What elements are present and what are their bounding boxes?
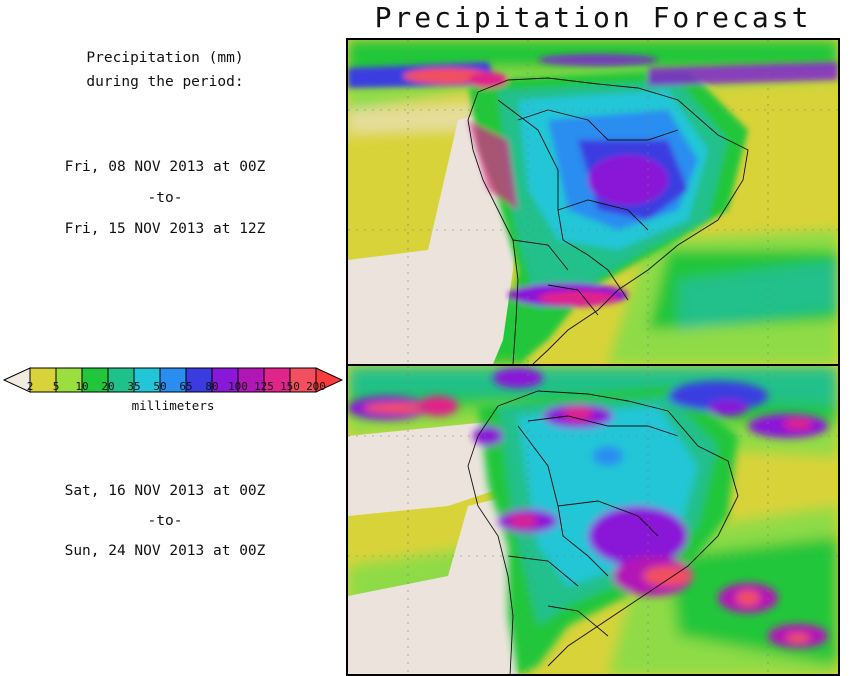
colorbar-tick-label: 20 <box>101 380 115 393</box>
colorbar-tick-label: 100 <box>228 380 248 393</box>
precipitation-colorbar <box>2 367 344 393</box>
colorbar-cell <box>185 367 213 393</box>
colorbar-tick-label: 50 <box>153 380 167 393</box>
precip-map-week1 <box>348 40 838 364</box>
description-line-1: Precipitation (mm) <box>86 50 244 66</box>
colorbar-cell <box>107 367 135 393</box>
period1-end: Fri, 15 NOV 2013 at 12Z <box>64 221 266 237</box>
precip-map-week2 <box>348 366 838 674</box>
colorbar-tick-label: 5 <box>52 380 60 393</box>
colorbar-cell <box>81 367 109 393</box>
colorbar-tick-label: 80 <box>205 380 219 393</box>
colorbar-tick-label: 65 <box>179 380 193 393</box>
map-panel-week2 <box>346 364 840 676</box>
period2-block: Sat, 16 NOV 2013 at 00Z -to- Sun, 24 NOV… <box>0 476 330 566</box>
colorbar-over-arrow <box>315 367 344 393</box>
colorbar-cell <box>289 367 317 393</box>
colorbar-cell <box>263 367 291 393</box>
period1-block: Fri, 08 NOV 2013 at 00Z -to- Fri, 15 NOV… <box>0 152 330 245</box>
period2-start: Sat, 16 NOV 2013 at 00Z <box>64 483 266 499</box>
colorbar-tick-label: 150 <box>280 380 300 393</box>
colorbar-cell <box>159 367 187 393</box>
period2-end: Sun, 24 NOV 2013 at 00Z <box>64 543 266 559</box>
colorbar-units-label: millimeters <box>131 398 215 413</box>
page-title: Precipitation Forecast <box>374 1 812 34</box>
colorbar-tick-label: 35 <box>127 380 141 393</box>
colorbar-tick-label: 10 <box>75 380 89 393</box>
colorbar-tick-label: 125 <box>254 380 274 393</box>
period1-start: Fri, 08 NOV 2013 at 00Z <box>64 159 266 175</box>
map-panel-week1 <box>346 38 840 366</box>
description-line-2: during the period: <box>86 74 244 90</box>
period2-separator: -to- <box>147 513 183 529</box>
description-block: Precipitation (mm) during the period: <box>0 46 330 94</box>
colorbar-tick-label: 200 <box>306 380 326 393</box>
colorbar-cell <box>211 367 239 393</box>
colorbar-cell <box>237 367 265 393</box>
period1-separator: -to- <box>147 190 183 206</box>
colorbar-tick-label: 2 <box>26 380 34 393</box>
